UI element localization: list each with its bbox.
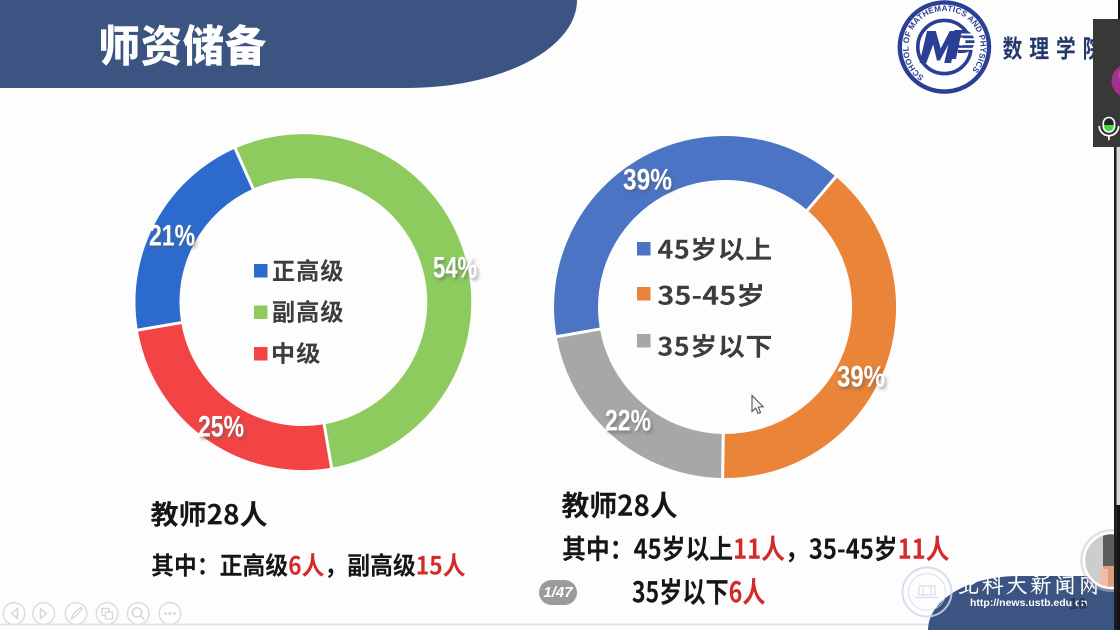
- svg-text:21%: 21%: [149, 220, 195, 253]
- svg-text:22%: 22%: [605, 405, 651, 438]
- svg-text:54%: 54%: [433, 252, 477, 285]
- svg-text:25%: 25%: [198, 411, 244, 444]
- svg-text:39%: 39%: [623, 164, 672, 197]
- svg-text:39%: 39%: [837, 361, 885, 394]
